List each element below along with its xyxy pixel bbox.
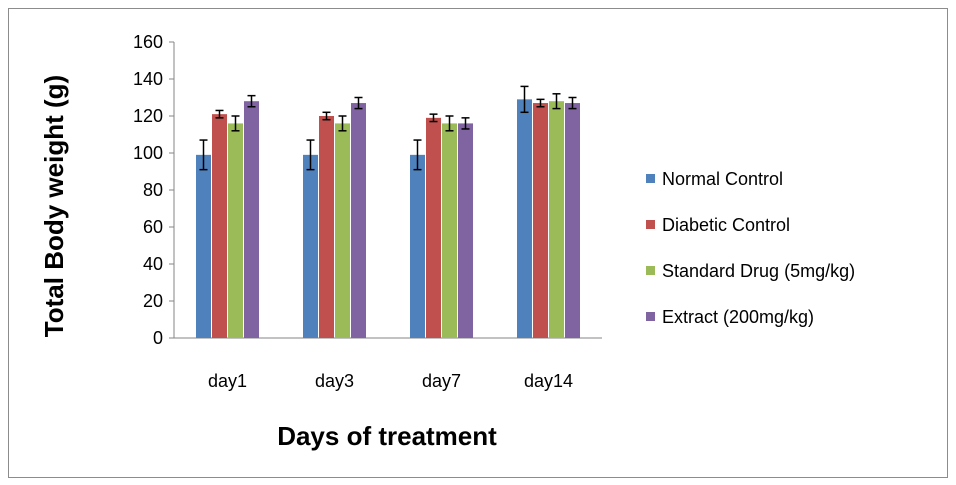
bar-day1-1: [196, 154, 211, 338]
bar-day3-3: [335, 123, 350, 339]
x-tick-label: day14: [524, 371, 573, 391]
bar-day7-4: [458, 123, 473, 339]
bar-day1-4: [244, 101, 259, 338]
x-axis-title: Days of treatment: [277, 421, 497, 451]
bar-day14-4: [565, 103, 580, 338]
bar-day14-3: [549, 101, 564, 338]
bar-day14-2: [533, 103, 548, 338]
x-tick-label: day7: [422, 371, 461, 391]
bar-day7-3: [442, 123, 457, 339]
bar-day3-1: [303, 154, 318, 338]
y-axis-title: Total Body weight (g): [39, 75, 69, 337]
bar-day7-2: [426, 117, 441, 338]
legend-swatch: [646, 174, 655, 183]
legend-swatch: [646, 312, 655, 321]
y-axis: 0 20 40 60 80 100 120 140 160: [133, 32, 602, 348]
y-tick-label: 140: [133, 69, 163, 89]
y-tick-label: 60: [143, 217, 163, 237]
bar-day14-1: [517, 99, 532, 338]
bars-group: [196, 85, 580, 339]
chart-frame: 0 20 40 60 80 100 120 140 160 day1 day3 day7 day14 …: [8, 8, 948, 478]
legend-swatch: [646, 220, 655, 229]
y-tick-label: 0: [153, 328, 163, 348]
y-tick-label: 80: [143, 180, 163, 200]
legend-label: Diabetic Control: [662, 215, 790, 235]
legend-swatch: [646, 266, 655, 275]
bar-day7-1: [410, 154, 425, 338]
legend-label: Extract (200mg/kg): [662, 307, 814, 327]
bar-day1-2: [212, 114, 227, 339]
legend-label: Normal Control: [662, 169, 783, 189]
y-tick-label: 20: [143, 291, 163, 311]
x-tick-label: day3: [315, 371, 354, 391]
x-axis-labels: day1 day3 day7 day14: [208, 371, 573, 391]
bar-day3-4: [351, 103, 366, 338]
y-tick-label: 40: [143, 254, 163, 274]
y-tick-label: 100: [133, 143, 163, 163]
legend: Normal Control Diabetic Control Standard D…: [646, 169, 855, 327]
legend-label: Standard Drug (5mg/kg): [662, 261, 855, 281]
y-tick-label: 160: [133, 32, 163, 52]
y-tick-label: 120: [133, 106, 163, 126]
x-tick-label: day1: [208, 371, 247, 391]
bar-day3-2: [319, 116, 334, 338]
bar-day1-3: [228, 123, 243, 339]
